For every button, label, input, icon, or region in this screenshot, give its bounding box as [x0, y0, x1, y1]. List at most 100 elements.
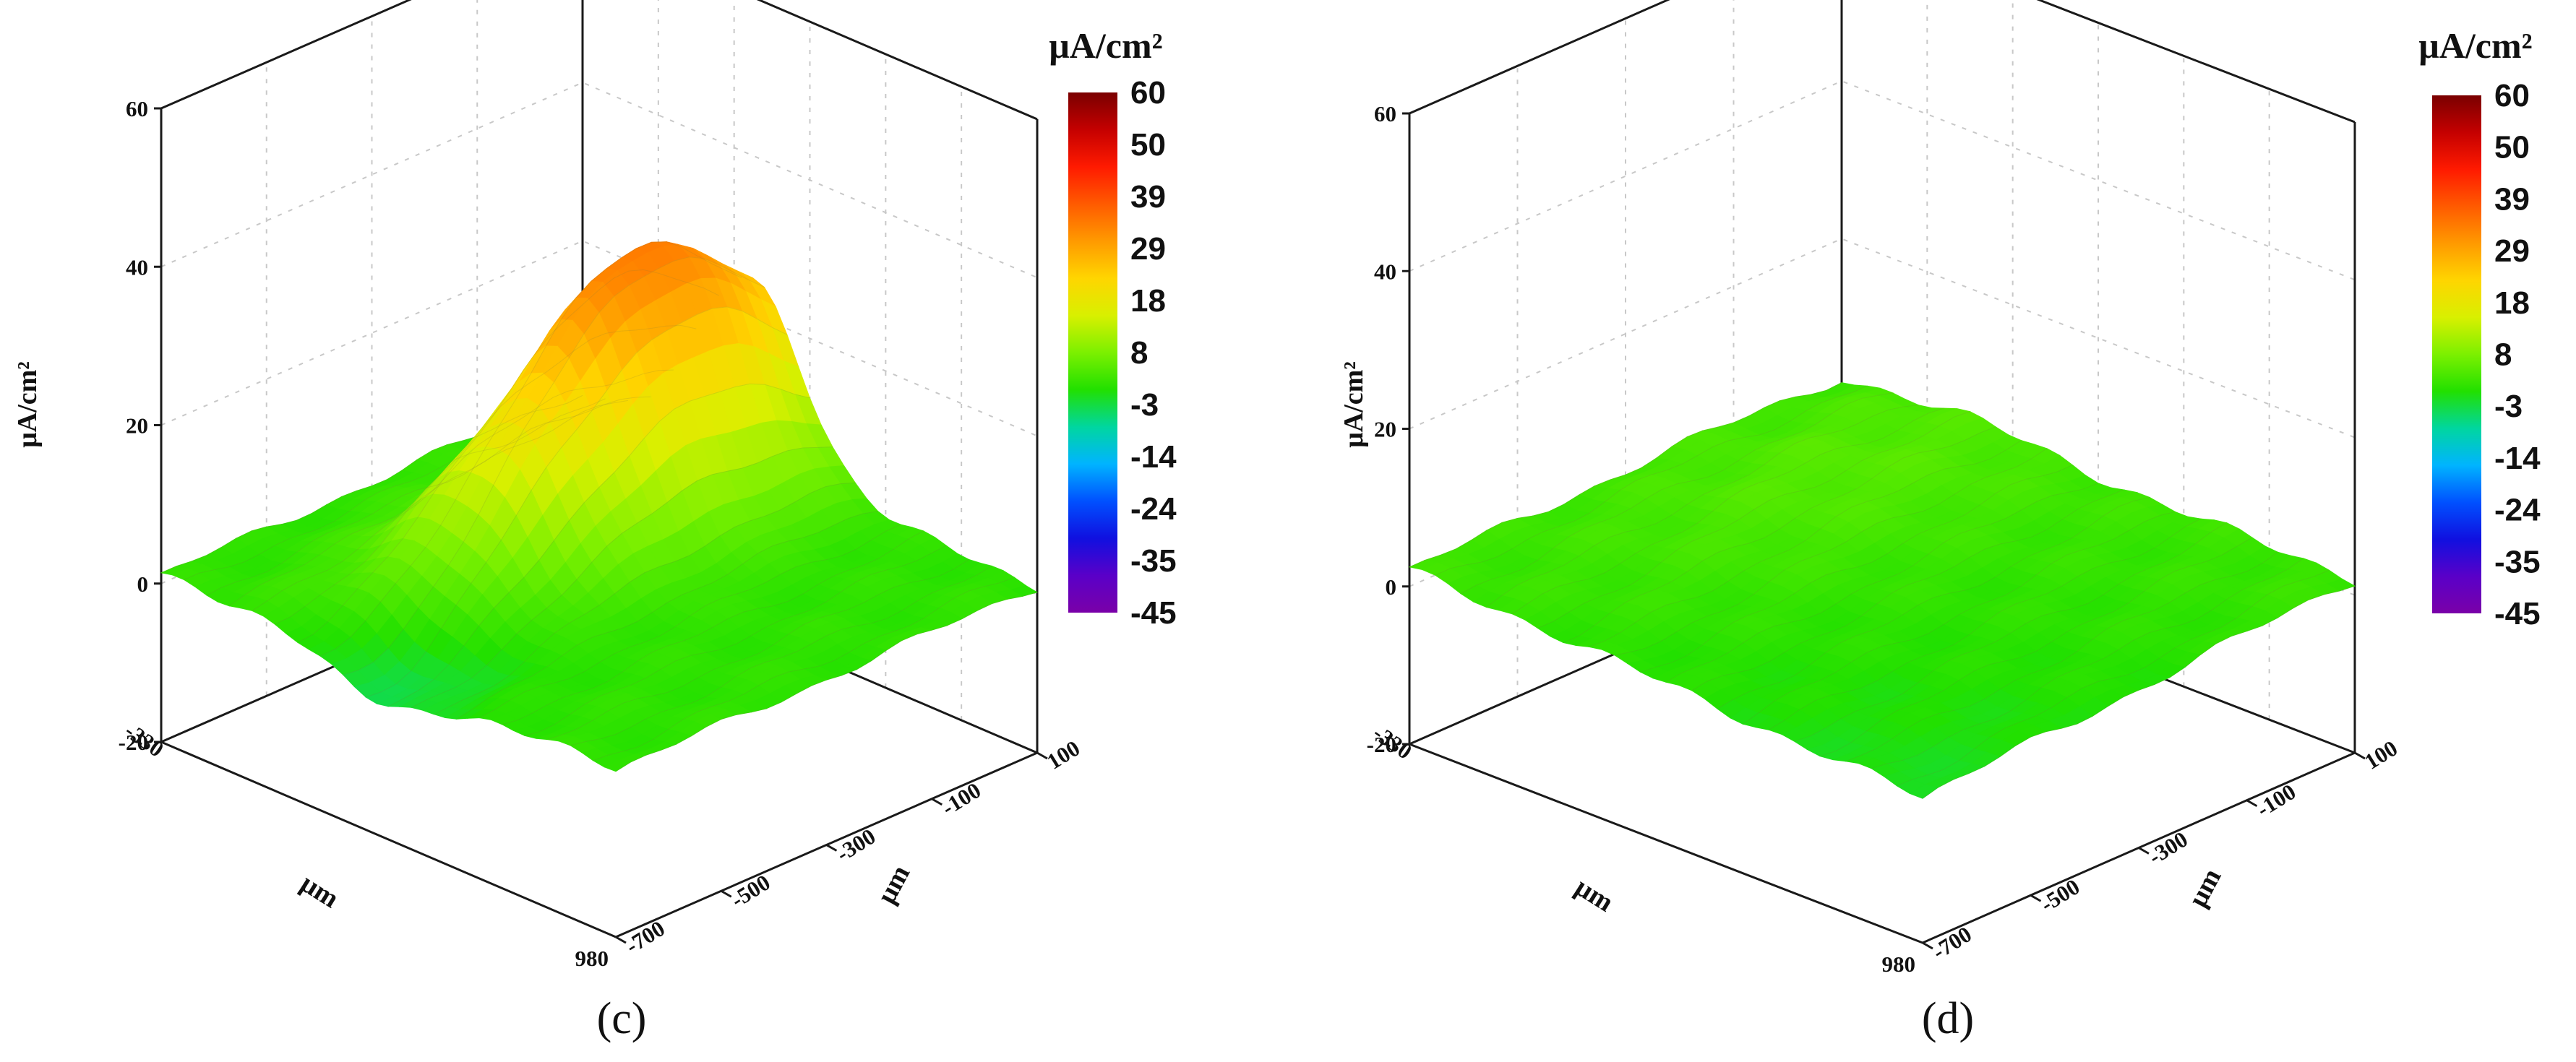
mesh-line — [570, 565, 992, 746]
y-tick-label: -100 — [937, 777, 985, 821]
mesh-line — [275, 324, 697, 625]
surface — [160, 241, 1039, 772]
colorbar-label: -35 — [1130, 543, 1177, 579]
colorbar-label: -14 — [1130, 439, 1177, 475]
mesh-line — [456, 511, 878, 720]
z-axis: 60 40 20 0 -20 μA/cm² — [1339, 101, 1409, 757]
colorbar-label: -3 — [1130, 387, 1159, 423]
y-tick-label: -300 — [2144, 826, 2192, 870]
box-edge — [1409, 743, 1923, 944]
box-edge — [756, 0, 1038, 121]
mesh-line — [1640, 465, 2073, 673]
mesh-line — [184, 398, 606, 580]
colorbar-label: 39 — [1130, 179, 1166, 215]
y-tick-label: -100 — [2252, 779, 2301, 822]
surface — [1408, 382, 2356, 799]
y-tick — [615, 936, 627, 944]
colorbar: 60 50 39 29 18 8 -3 -14 -24 -35 -45 μA/cm² — [1049, 25, 1177, 631]
mesh-line — [479, 524, 901, 719]
y-tick-label: -500 — [726, 869, 775, 912]
mesh-line — [252, 369, 674, 611]
mesh-line — [365, 306, 788, 698]
y-tick — [2246, 799, 2258, 808]
z-tick-label: 60 — [126, 96, 148, 121]
z-axis: 60 40 20 0 -20 μA/cm² — [12, 96, 161, 755]
box-edge — [160, 741, 617, 938]
y-axis: 100 -100 -300 -500 -700 μm — [615, 735, 1084, 959]
x-axis-title: μm — [1570, 872, 1618, 918]
y-axis-title: μm — [2183, 864, 2228, 912]
colorbar-gradient — [1068, 92, 1117, 613]
z-gridline — [1409, 0, 2356, 123]
mesh-line — [1819, 537, 2253, 757]
mesh-line — [525, 545, 947, 736]
surface-cell — [604, 759, 632, 772]
y-tick-label: 100 — [2360, 735, 2402, 774]
chart-panel-c: 6040200-20μA/cm²-330980μm100-100-300-500… — [12, 0, 1177, 1043]
mesh-line — [319, 241, 742, 657]
mesh-line — [229, 396, 651, 607]
y-tick — [2030, 894, 2042, 902]
z-tick-label: 60 — [1374, 101, 1396, 126]
mesh-line — [1665, 483, 2099, 683]
mesh-line — [1537, 411, 1970, 629]
panel-label: (c) — [597, 994, 647, 1043]
box-edge — [1409, 0, 1670, 115]
mesh-line — [615, 592, 1038, 772]
mesh-line — [1435, 385, 1868, 576]
y-axis: 100 -100 -300 -500 -700 μm — [1922, 735, 2402, 964]
mesh-line — [343, 256, 765, 675]
mesh-line — [434, 482, 856, 715]
colorbar-label: 8 — [1130, 335, 1148, 371]
colorbar-label: -35 — [2494, 544, 2541, 579]
mesh-line — [1486, 405, 1919, 608]
colorbar-label: 60 — [2494, 78, 2530, 113]
colorbar-label: -24 — [1130, 491, 1177, 527]
colorbar-label: -14 — [2494, 441, 2541, 476]
mesh-line — [1922, 585, 2356, 799]
x-tick-label: 980 — [575, 946, 609, 971]
mesh-line — [388, 383, 810, 707]
y-tick-label: -500 — [2036, 873, 2085, 917]
colorbar-label: 29 — [2494, 233, 2530, 269]
z-tick-label: -20 — [119, 730, 148, 755]
chart-panel-d: 6040200-20μA/cm²-330980μm100-100-300-500… — [1339, 0, 2541, 1043]
y-tick-label: -700 — [1928, 921, 1976, 964]
mesh-line — [1614, 448, 2048, 656]
mesh-line — [1409, 382, 1842, 568]
y-tick — [721, 889, 732, 898]
z-axis-title: μA/cm² — [12, 361, 43, 447]
colorbar-label: -3 — [2494, 389, 2523, 424]
z-gridline — [160, 0, 1038, 120]
x-axis-title: μm — [296, 868, 344, 914]
mesh-line — [1511, 407, 1945, 615]
z-tick-label: 40 — [126, 254, 148, 280]
z-tick-label: -20 — [1367, 732, 1396, 757]
mesh-line — [1897, 569, 2330, 787]
mesh-line — [411, 446, 833, 708]
mesh-line — [297, 269, 719, 643]
mesh-line — [547, 558, 969, 741]
box-edge — [2036, 0, 2356, 124]
mesh-line — [1717, 496, 2150, 709]
z-gridline — [1409, 80, 2356, 281]
mesh-line — [502, 530, 924, 725]
mesh-line — [1743, 511, 2176, 725]
panel-label: (d) — [1922, 994, 1974, 1043]
colorbar-label: 50 — [1130, 127, 1166, 163]
x-tick-label: 980 — [1882, 951, 1916, 977]
y-tick-label: -700 — [621, 915, 669, 959]
z-tick-label: 20 — [126, 413, 148, 439]
y-tick — [2138, 847, 2150, 855]
mesh-line — [1794, 522, 2227, 742]
mesh-line — [1460, 392, 1894, 595]
mesh-line — [206, 400, 628, 596]
mesh-line — [1845, 551, 2278, 762]
colorbar-label: 50 — [2494, 130, 2530, 165]
z-tick-label: 40 — [1374, 259, 1396, 284]
colorbar-gradient — [2432, 95, 2481, 613]
z-gridline — [160, 240, 1038, 437]
y-axis-title: μm — [871, 860, 916, 909]
surface-cell — [1909, 784, 1939, 799]
